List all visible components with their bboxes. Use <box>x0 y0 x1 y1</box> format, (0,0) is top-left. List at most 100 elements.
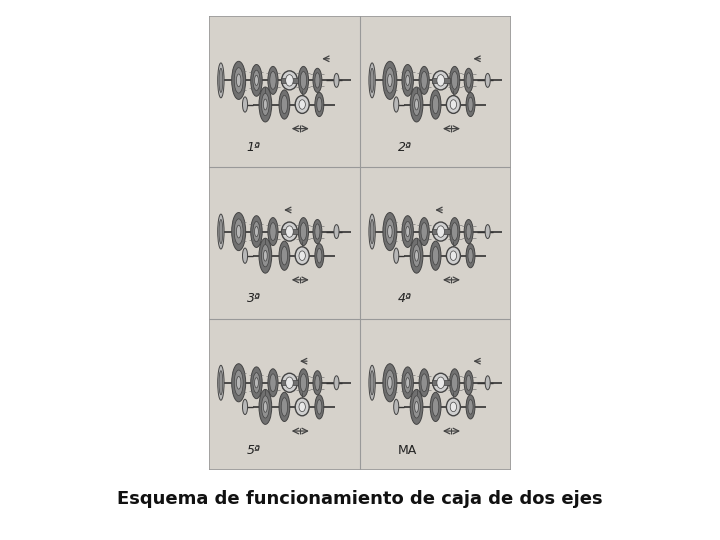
Text: 2ª: 2ª <box>397 141 412 154</box>
Bar <box>281 380 298 386</box>
Ellipse shape <box>268 66 278 94</box>
Ellipse shape <box>317 248 322 263</box>
Ellipse shape <box>466 224 471 239</box>
Ellipse shape <box>315 375 320 390</box>
Ellipse shape <box>232 213 246 251</box>
Ellipse shape <box>485 73 490 87</box>
Text: 5ª: 5ª <box>246 444 261 457</box>
Ellipse shape <box>295 398 309 416</box>
Ellipse shape <box>431 90 441 119</box>
Ellipse shape <box>234 370 243 395</box>
Ellipse shape <box>468 400 473 414</box>
Text: Esquema de funcionamiento de caja de dos ejes: Esquema de funcionamiento de caja de dos… <box>117 490 603 508</box>
Ellipse shape <box>217 365 224 400</box>
Ellipse shape <box>264 402 267 413</box>
Ellipse shape <box>298 369 309 397</box>
Ellipse shape <box>270 374 276 391</box>
Ellipse shape <box>383 213 397 251</box>
Ellipse shape <box>255 377 258 388</box>
Text: MA: MA <box>397 444 417 457</box>
Ellipse shape <box>415 99 418 110</box>
Ellipse shape <box>421 71 428 89</box>
Ellipse shape <box>243 248 248 264</box>
Ellipse shape <box>437 377 444 388</box>
Ellipse shape <box>261 93 269 116</box>
Ellipse shape <box>387 376 392 389</box>
Ellipse shape <box>282 246 287 265</box>
Ellipse shape <box>413 245 420 267</box>
Ellipse shape <box>300 71 307 89</box>
Ellipse shape <box>282 397 287 416</box>
Ellipse shape <box>261 396 269 418</box>
Ellipse shape <box>313 370 322 395</box>
Ellipse shape <box>334 225 339 239</box>
Ellipse shape <box>282 95 287 114</box>
Ellipse shape <box>300 222 307 240</box>
Ellipse shape <box>219 370 222 395</box>
Ellipse shape <box>468 97 473 112</box>
Ellipse shape <box>485 225 490 239</box>
Ellipse shape <box>450 100 456 109</box>
Ellipse shape <box>415 402 418 413</box>
Ellipse shape <box>404 70 411 91</box>
Ellipse shape <box>437 226 444 237</box>
Ellipse shape <box>219 68 222 92</box>
Ellipse shape <box>370 370 374 395</box>
Ellipse shape <box>370 219 374 244</box>
Ellipse shape <box>369 365 375 400</box>
Ellipse shape <box>317 97 322 112</box>
Ellipse shape <box>315 73 320 88</box>
Ellipse shape <box>433 222 449 241</box>
Ellipse shape <box>406 75 410 85</box>
Ellipse shape <box>433 246 438 265</box>
Ellipse shape <box>315 244 324 268</box>
Ellipse shape <box>279 90 289 119</box>
Ellipse shape <box>406 377 410 388</box>
Ellipse shape <box>317 400 322 414</box>
Ellipse shape <box>253 221 260 242</box>
Bar <box>432 78 449 83</box>
Ellipse shape <box>264 251 267 261</box>
Ellipse shape <box>315 92 324 117</box>
Ellipse shape <box>433 95 438 114</box>
Ellipse shape <box>334 376 339 390</box>
Ellipse shape <box>270 222 276 240</box>
Ellipse shape <box>268 218 278 246</box>
Ellipse shape <box>431 241 441 271</box>
Ellipse shape <box>255 226 258 237</box>
Ellipse shape <box>466 375 471 390</box>
Ellipse shape <box>449 369 460 397</box>
Ellipse shape <box>413 396 420 418</box>
Ellipse shape <box>449 218 460 246</box>
Ellipse shape <box>383 62 397 99</box>
Text: 4ª: 4ª <box>397 293 412 306</box>
Ellipse shape <box>421 222 428 240</box>
Ellipse shape <box>282 71 297 90</box>
Ellipse shape <box>234 219 243 244</box>
Ellipse shape <box>385 370 395 395</box>
Ellipse shape <box>419 66 429 94</box>
Ellipse shape <box>451 374 458 391</box>
Ellipse shape <box>279 392 289 422</box>
Ellipse shape <box>404 221 411 242</box>
Ellipse shape <box>255 75 258 85</box>
Ellipse shape <box>446 398 460 416</box>
Bar <box>432 229 449 234</box>
Ellipse shape <box>369 63 375 98</box>
Bar <box>432 380 449 386</box>
Ellipse shape <box>219 219 222 244</box>
Ellipse shape <box>299 402 305 411</box>
Ellipse shape <box>402 64 413 96</box>
Ellipse shape <box>449 66 460 94</box>
Ellipse shape <box>464 219 473 244</box>
Ellipse shape <box>286 377 293 388</box>
Ellipse shape <box>383 364 397 402</box>
Ellipse shape <box>464 68 473 92</box>
Ellipse shape <box>313 219 322 244</box>
Ellipse shape <box>466 92 475 117</box>
Ellipse shape <box>466 395 475 419</box>
Ellipse shape <box>415 251 418 261</box>
Ellipse shape <box>450 251 456 260</box>
Ellipse shape <box>334 73 339 87</box>
Ellipse shape <box>234 68 243 93</box>
